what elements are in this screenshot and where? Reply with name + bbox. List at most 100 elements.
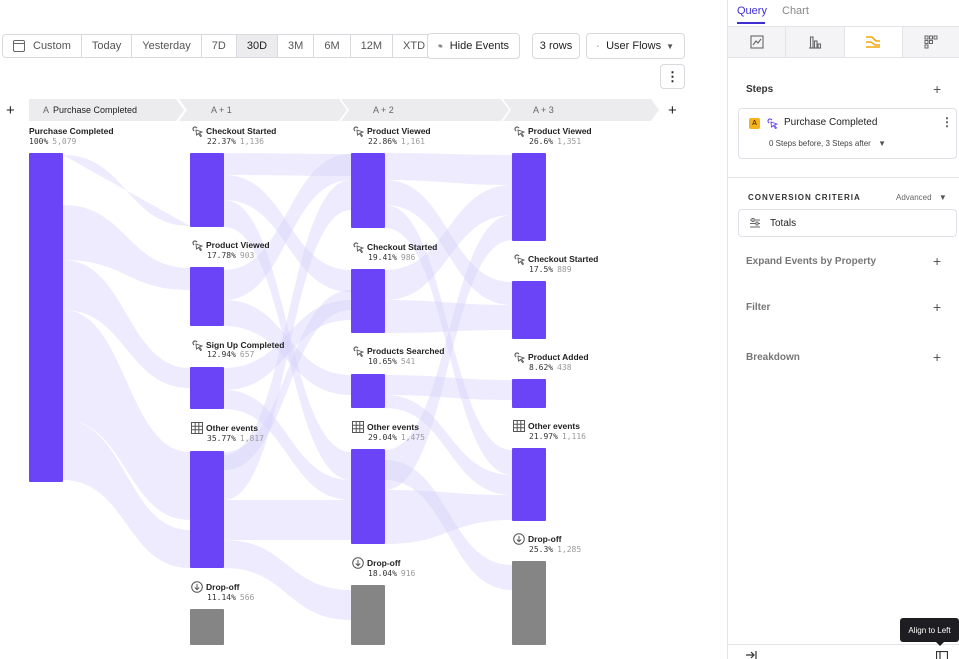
node-count: 903 bbox=[239, 251, 255, 260]
flow-node-bar[interactable] bbox=[29, 153, 63, 482]
date-range-6m[interactable]: 6M bbox=[314, 35, 351, 57]
node-stats: 18.04% 916 bbox=[368, 569, 415, 578]
grid-icon bbox=[352, 421, 364, 433]
breakdown-title[interactable]: Breakdown bbox=[746, 352, 800, 363]
date-range-12m[interactable]: 12M bbox=[351, 35, 394, 57]
chevron-down-icon: ▼ bbox=[878, 139, 886, 148]
node-label[interactable]: Drop-off bbox=[513, 533, 562, 545]
node-pct: 10.65% bbox=[368, 357, 397, 366]
add-step-icon[interactable]: + bbox=[933, 81, 942, 97]
node-label[interactable]: Checkout Started bbox=[513, 253, 598, 265]
flow-node-bar[interactable] bbox=[512, 153, 546, 241]
event-icon bbox=[192, 126, 203, 137]
node-label[interactable]: Product Viewed bbox=[191, 239, 270, 251]
flow-node-bar[interactable] bbox=[351, 449, 385, 544]
rows-button[interactable]: 3 rows bbox=[532, 33, 580, 59]
add-step-before-icon[interactable]: + bbox=[6, 102, 15, 119]
flow-link bbox=[385, 375, 512, 400]
flow-link bbox=[224, 300, 351, 390]
line-chart-icon bbox=[750, 35, 764, 49]
add-step-after-icon[interactable]: + bbox=[668, 102, 677, 119]
sliders-icon bbox=[750, 217, 760, 227]
viz-tab-flows[interactable] bbox=[844, 27, 903, 57]
node-label-text: Checkout Started bbox=[206, 126, 277, 136]
node-pct: 12.94% bbox=[207, 350, 236, 359]
node-label[interactable]: Product Added bbox=[513, 351, 589, 363]
flow-node-bar[interactable] bbox=[190, 153, 224, 227]
tab-chart[interactable]: Chart bbox=[782, 5, 809, 17]
node-label[interactable]: Checkout Started bbox=[352, 241, 437, 253]
add-expand-icon[interactable]: + bbox=[933, 253, 942, 269]
flow-node-bar[interactable] bbox=[512, 448, 546, 521]
node-label-text: Products Searched bbox=[367, 346, 445, 356]
node-label[interactable]: Drop-off bbox=[352, 557, 401, 569]
node-label[interactable]: Product Viewed bbox=[513, 125, 592, 137]
chevron-down-icon: ▼ bbox=[938, 193, 947, 202]
node-label-text: Checkout Started bbox=[528, 254, 599, 264]
flow-node-bar[interactable] bbox=[512, 281, 546, 339]
date-range-3m[interactable]: 3M bbox=[278, 35, 315, 57]
node-count: 916 bbox=[400, 569, 416, 578]
node-stats: 29.04% 1,475 bbox=[368, 433, 425, 442]
event-icon bbox=[353, 126, 364, 137]
flow-node-bar[interactable] bbox=[512, 379, 546, 408]
align-left-icon[interactable] bbox=[936, 651, 948, 659]
viz-type-dropdown[interactable]: User Flows ▼ bbox=[586, 33, 685, 59]
date-range-7d[interactable]: 7D bbox=[202, 35, 237, 57]
step-card[interactable]: A Purchase Completed ⋮ 0 Steps before, 3… bbox=[738, 108, 957, 159]
steps-range-selector[interactable]: 0 Steps before, 3 Steps after ▼ bbox=[769, 139, 886, 148]
more-options-button[interactable]: ⋮ bbox=[660, 64, 685, 89]
flow-link bbox=[385, 205, 512, 475]
flow-node-bar[interactable] bbox=[351, 374, 385, 408]
node-label[interactable]: Product Viewed bbox=[352, 125, 431, 137]
flow-node-bar[interactable] bbox=[351, 153, 385, 228]
node-stats: 35.77% 1,817 bbox=[207, 434, 264, 443]
node-count: 1,351 bbox=[557, 137, 582, 146]
hide-events-button[interactable]: Hide Events bbox=[427, 33, 520, 59]
viz-tab-retention[interactable] bbox=[902, 27, 959, 57]
footer-divider bbox=[728, 644, 959, 645]
dropoff-icon bbox=[513, 533, 525, 545]
viz-tab-funnels[interactable] bbox=[786, 27, 845, 57]
node-label-text: Product Viewed bbox=[367, 126, 431, 136]
flow-dropoff-bar[interactable] bbox=[512, 561, 546, 645]
totals-selector[interactable]: Totals bbox=[738, 209, 957, 237]
advanced-dropdown[interactable]: Advanced ▼ bbox=[896, 193, 947, 202]
date-range-custom[interactable]: Custom bbox=[3, 35, 82, 57]
node-count: 566 bbox=[239, 593, 255, 602]
step-more-icon[interactable]: ⋮ bbox=[941, 115, 953, 129]
node-stats: 8.62% 438 bbox=[529, 363, 572, 372]
flow-link bbox=[385, 180, 512, 305]
node-label[interactable]: Other events bbox=[352, 421, 419, 433]
node-label[interactable]: Other events bbox=[191, 422, 258, 434]
filter-title[interactable]: Filter bbox=[746, 302, 771, 313]
date-range-today[interactable]: Today bbox=[82, 35, 133, 57]
add-breakdown-icon[interactable]: + bbox=[933, 349, 942, 365]
steps-section-title: Steps bbox=[746, 84, 774, 95]
flow-node-bar[interactable] bbox=[351, 269, 385, 333]
node-pct: 18.04% bbox=[368, 569, 397, 578]
node-label[interactable]: Products Searched bbox=[352, 345, 444, 357]
flow-dropoff-bar[interactable] bbox=[351, 585, 385, 645]
event-icon bbox=[353, 346, 364, 357]
date-range-30d[interactable]: 30D bbox=[236, 35, 279, 57]
flow-node-bar[interactable] bbox=[190, 451, 224, 568]
step-header-a: A Purchase Completed bbox=[29, 99, 184, 121]
tab-query[interactable]: Query bbox=[737, 5, 767, 17]
node-label[interactable]: Drop-off bbox=[191, 581, 240, 593]
node-label[interactable]: Sign Up Completed bbox=[191, 339, 284, 351]
date-range-yesterday[interactable]: Yesterday bbox=[132, 35, 202, 57]
add-filter-icon[interactable]: + bbox=[933, 299, 942, 315]
flow-dropoff-bar[interactable] bbox=[190, 609, 224, 645]
expand-events-title[interactable]: Expand Events by Property bbox=[746, 256, 877, 267]
flow-node-bar[interactable] bbox=[190, 367, 224, 409]
node-label[interactable]: Checkout Started bbox=[191, 125, 276, 137]
flow-link bbox=[224, 540, 351, 620]
collapse-panel-icon[interactable] bbox=[745, 651, 757, 659]
node-pct: 25.3% bbox=[529, 545, 554, 554]
node-label[interactable]: Purchase Completed bbox=[29, 126, 114, 136]
node-label[interactable]: Other events bbox=[513, 420, 580, 432]
step-header-label: A + 2 bbox=[373, 105, 394, 115]
flow-node-bar[interactable] bbox=[190, 267, 224, 326]
viz-tab-insights[interactable] bbox=[728, 27, 787, 57]
